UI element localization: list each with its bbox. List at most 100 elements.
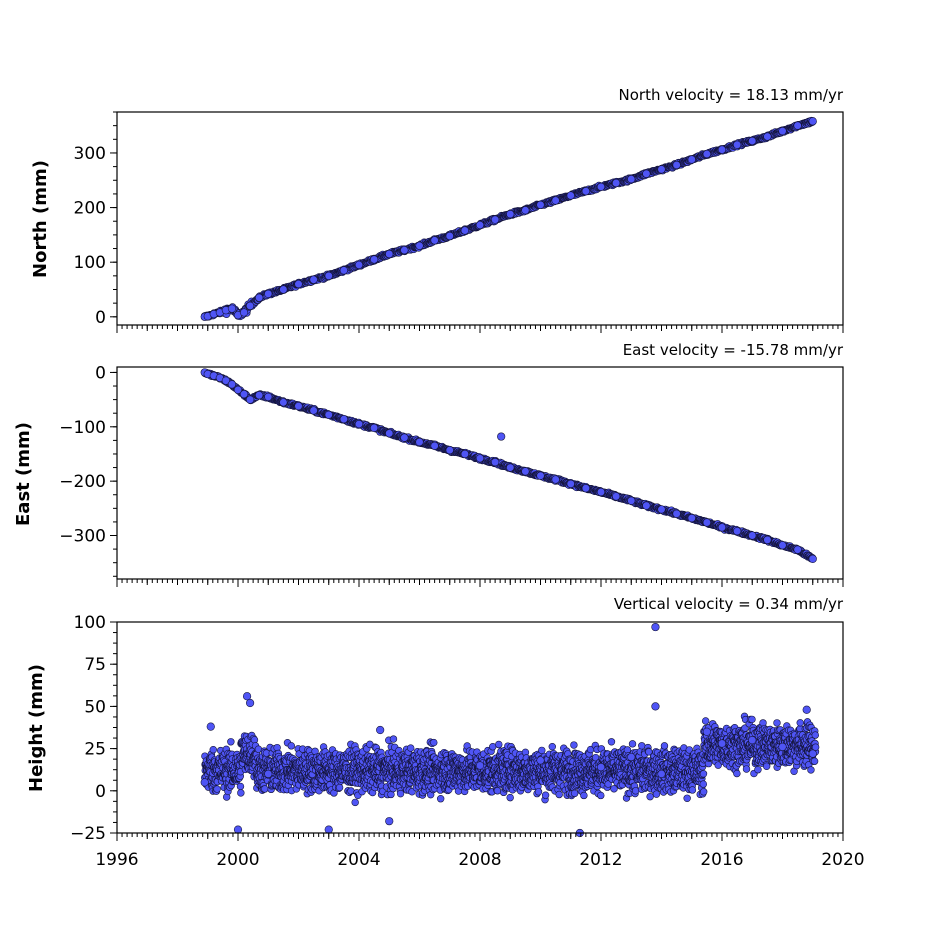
east-point [808,554,817,563]
east-point [536,471,545,480]
north-point [354,260,364,270]
north-point [612,178,621,188]
north-axis-label: North (mm) [30,160,51,278]
height-point [213,785,221,793]
height-point [407,744,415,752]
north-point [324,271,333,280]
north-point [536,200,545,209]
north-y-tick-label: 200 [74,199,106,219]
north-point [400,246,409,255]
east-point [415,437,424,447]
north-point [239,308,249,317]
north-point [808,117,817,126]
north-velocity-title: North velocity = 18.13 mm/yr [619,86,844,104]
height-point [236,782,245,791]
east-point [227,380,237,389]
east-point [506,463,515,472]
east-point [566,479,575,488]
height-point [287,742,296,750]
east-velocity-title: East velocity = -15.78 mm/yr [623,341,844,359]
north-point [227,304,237,313]
north-point [460,226,469,235]
east-point [309,406,318,415]
north-point [475,220,485,230]
north-point [521,206,530,215]
east-point [370,423,379,432]
north-point [255,293,264,302]
north-point [702,149,711,159]
height-point [570,741,578,749]
east-point [246,395,255,404]
north-point [687,155,696,164]
north-point [672,160,681,170]
east-y-ticks: 0−100−200−300 [59,363,117,577]
height-point [610,785,618,793]
east-point [657,505,666,514]
height-point [209,746,217,754]
height-point [250,736,259,744]
east-point [400,433,409,442]
north-point [264,289,273,298]
height-point [607,738,616,746]
north-x-ticks [116,325,844,333]
north-data-points [200,116,817,321]
north-point [763,132,772,141]
east-point [324,410,333,419]
height-data-points [200,622,820,838]
north-point [566,191,575,200]
east-x-ticks [116,579,844,587]
north-y-tick-label: 300 [74,144,106,164]
east-panel: East velocity = -15.78 mm/yr East (mm) 0… [13,341,844,587]
east-point [748,531,757,540]
east-point [294,402,303,411]
east-point [551,475,560,484]
height-point [493,787,502,795]
north-point [657,165,666,174]
height-point [495,740,503,749]
east-point [239,390,249,399]
north-point [748,136,757,146]
height-point [570,789,579,798]
north-point [339,266,348,275]
north-point [733,140,742,149]
north-y-ticks: 0 100 200 300 [74,111,117,328]
north-point [279,285,288,294]
east-point [491,458,500,467]
height-panel: Vertical velocity = 0.34 mm/yr Height (m… [26,595,865,870]
north-y-tick-label: 0 [95,308,106,328]
north-point [506,210,515,219]
height-point [555,790,563,799]
east-point [460,449,469,459]
north-y-tick-label: 100 [74,253,106,273]
north-point [551,196,560,205]
east-point [430,441,439,450]
east-point [733,527,742,536]
east-point [778,541,787,550]
height-point [541,791,550,799]
east-y-tick-label: 0 [95,363,106,383]
east-y-tick-label: −100 [59,418,106,438]
east-plot-frame [116,366,844,580]
north-point [793,121,802,130]
north-point [385,249,394,259]
east-y-tick-label: −300 [59,527,106,547]
north-point [596,182,606,191]
height-point [548,742,556,751]
east-point [445,446,454,455]
east-axis-label: East (mm) [13,422,34,526]
north-panel: North velocity = 18.13 mm/yr North (mm) … [30,86,844,333]
east-point [793,545,802,554]
north-point [415,241,424,250]
east-data-points [200,368,817,563]
height-point [430,738,438,747]
height-point [389,735,398,743]
north-point [642,169,651,178]
height-point [506,793,514,802]
north-point [717,145,727,154]
north-point [581,187,590,196]
north-point [627,175,636,184]
north-point [430,236,439,245]
east-point [354,419,364,429]
height-axis-label: Height (mm) [26,664,47,792]
north-point [370,255,379,264]
